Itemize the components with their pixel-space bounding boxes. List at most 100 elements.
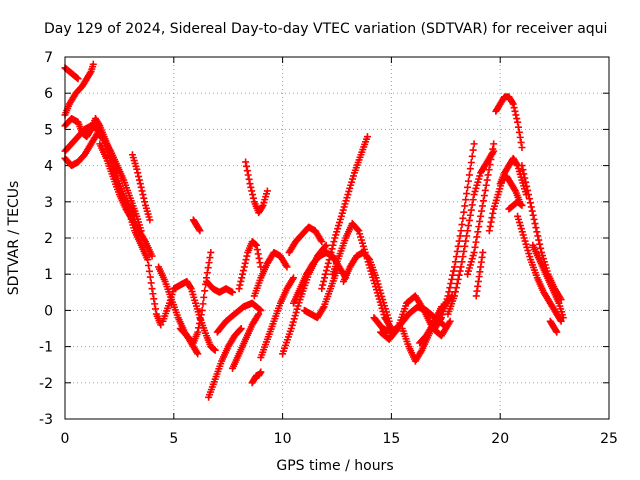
data-point: [133, 165, 141, 173]
data-point: [207, 248, 215, 256]
data-point: [521, 174, 529, 182]
data-point: [136, 180, 144, 188]
data-point: [487, 155, 495, 163]
data-point: [198, 306, 206, 314]
data-point: [528, 207, 536, 215]
data-point: [229, 288, 237, 296]
data-point: [452, 284, 460, 292]
data-point: [237, 325, 245, 332]
data-point: [326, 252, 334, 260]
data-point: [393, 326, 401, 334]
data-point: [477, 212, 485, 220]
y-tick-label: 1: [44, 267, 53, 283]
series-track-7: [128, 151, 154, 224]
data-point: [144, 256, 152, 264]
data-point: [488, 150, 496, 158]
data-point: [485, 166, 493, 174]
series-track-21: [279, 241, 330, 358]
data-point: [479, 197, 487, 205]
data-point: [466, 211, 474, 219]
data-point: [453, 247, 461, 255]
data-point: [454, 275, 462, 283]
data-point: [446, 284, 454, 292]
data-point: [533, 228, 541, 236]
data-point: [532, 224, 540, 232]
series-track-17: [248, 368, 265, 387]
data-point: [211, 346, 219, 354]
data-point: [514, 123, 522, 131]
x-tick-label: 25: [600, 431, 618, 447]
data-point: [514, 118, 522, 126]
data-point: [490, 140, 498, 148]
data-point: [512, 111, 520, 119]
data-point: [255, 310, 263, 318]
data-point: [510, 104, 518, 112]
data-point: [454, 242, 462, 250]
data-point: [524, 191, 532, 199]
data-point: [478, 202, 486, 210]
data-point: [320, 277, 328, 285]
data-point: [527, 203, 535, 211]
y-tick-label: 5: [44, 122, 53, 138]
data-point: [197, 311, 205, 319]
data-point: [242, 162, 250, 170]
data-point: [467, 158, 475, 166]
data-point: [145, 262, 153, 270]
series-track-6: [96, 140, 156, 260]
data-point: [239, 270, 247, 278]
y-tick-label: 3: [44, 195, 53, 211]
data-point: [460, 208, 468, 216]
data-point: [456, 232, 464, 240]
series-track-10: [176, 248, 215, 347]
plot-frame: [64, 56, 610, 420]
series-track-11: [189, 216, 204, 235]
y-tick-label: 4: [44, 159, 53, 175]
data-point: [205, 259, 213, 267]
data-point: [513, 115, 521, 123]
y-tick-label: 7: [44, 50, 53, 66]
data-point: [240, 263, 248, 271]
data-point: [86, 69, 94, 77]
data-point: [446, 317, 454, 325]
data-point: [257, 306, 265, 314]
series-track-35: [472, 248, 487, 300]
data-point: [186, 283, 194, 291]
data-point: [464, 227, 472, 235]
data-point: [508, 99, 516, 107]
data-point: [509, 100, 517, 108]
data-point: [468, 201, 476, 209]
data-point: [459, 253, 467, 261]
data-point: [511, 185, 519, 193]
series-track-43: [546, 317, 561, 336]
data-point: [489, 145, 497, 153]
data-point: [89, 60, 97, 68]
series-track-38: [496, 154, 530, 199]
data-point: [252, 241, 260, 249]
data-point: [482, 181, 490, 189]
data-point: [448, 275, 456, 283]
data-point: [201, 287, 209, 295]
data-point: [457, 263, 465, 271]
data-point: [466, 165, 474, 173]
data-point: [321, 242, 329, 250]
data-point: [536, 240, 544, 248]
data-point: [318, 238, 326, 246]
series-track-27: [340, 248, 393, 325]
data-point: [321, 274, 329, 282]
data-point: [473, 233, 481, 241]
data-point: [200, 293, 208, 301]
data-point: [135, 176, 143, 184]
data-point: [450, 267, 458, 275]
data-point: [258, 203, 266, 211]
data-point: [74, 75, 82, 83]
data-point: [489, 209, 497, 217]
data-point: [239, 267, 247, 275]
data-point: [134, 169, 142, 177]
data-point: [196, 315, 204, 323]
data-point: [204, 264, 212, 272]
data-point: [138, 187, 146, 195]
data-point: [257, 368, 265, 376]
x-axis-label: GPS time / hours: [276, 458, 393, 474]
data-point: [456, 267, 464, 275]
